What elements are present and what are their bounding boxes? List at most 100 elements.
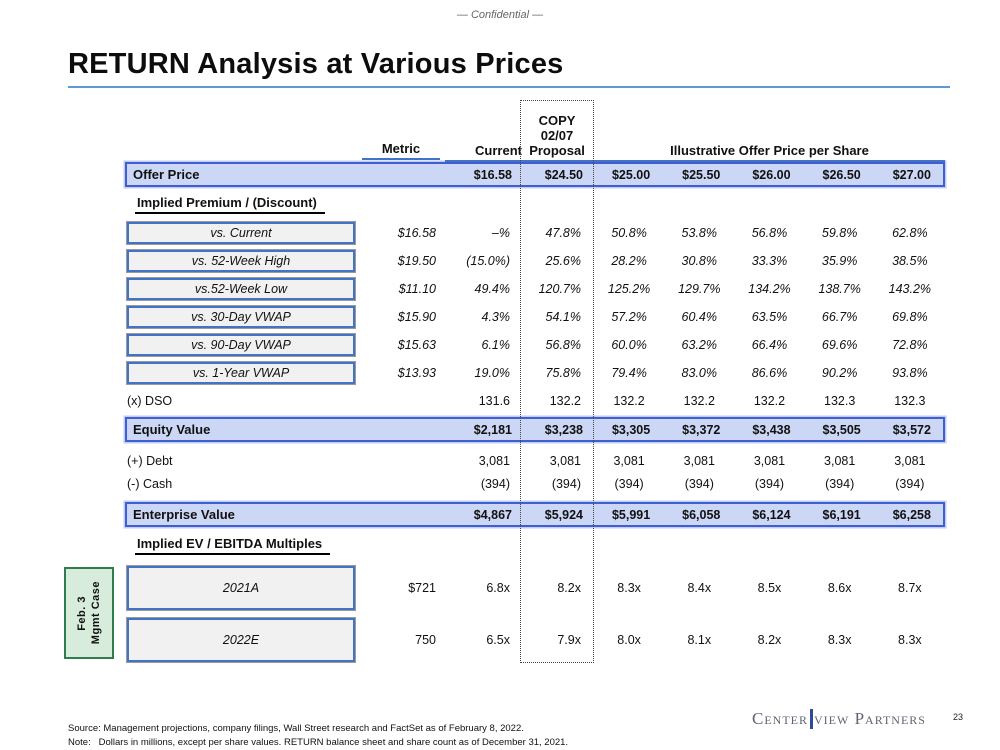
row-label-box: vs.52-Week Low [127,278,355,300]
cell-value: 8.2x [557,581,581,595]
metric-column-header: Metric [362,141,440,160]
cell-value: 66.4% [751,338,788,352]
premium-row-vs-current: vs. Current $16.58 –% 47.8% 50.8% 53.8% 56.8%… [125,221,945,245]
cell-value: (394) [551,476,581,491]
cell-value: $15.63 [397,338,436,352]
cell-value: 90.2% [821,366,858,380]
cell-value: $25.50 [682,167,721,182]
cell-value: (394) [895,476,925,491]
illustrative-prices-header: Illustrative Offer Price per Share [670,143,869,158]
cell-value: 132.2 [549,394,581,408]
row-label-box: vs. 1-Year VWAP [127,362,355,384]
cell-value: $27.00 [892,167,931,182]
row-label-box: vs. 52-Week High [127,250,355,272]
row-label: (+) Debt [127,453,173,468]
cell-value: (394) [480,476,510,491]
cell-value: 62.8% [892,226,928,240]
header-underline [445,160,945,162]
cell-value: 30.8% [681,254,717,268]
logo-bar [810,709,813,729]
cell-value: 50.8% [611,226,647,240]
cell-value: 132.3 [824,394,856,408]
cell-value: 63.5% [751,310,788,324]
cell-value: $6,258 [892,507,931,522]
cell-value: 63.2% [681,338,717,352]
cell-value: 138.7% [818,282,861,296]
enterprise-value-row: Enterprise Value $4,867 $5,924 $5,991 $6,05… [125,502,945,527]
page-number: 23 [953,712,964,722]
row-label: (x) DSO [127,394,173,408]
cell-value: $2,181 [473,422,512,437]
cell-value: 3,081 [824,453,856,468]
row-label: (-) Cash [127,476,173,491]
cell-value: 86.6% [751,366,788,380]
cell-value: 93.8% [892,366,928,380]
centerview-partners-logo: Center view Partners [752,709,926,729]
cell-value: 143.2% [888,282,932,296]
cell-value: $24.50 [544,167,583,182]
row-label: Equity Value [133,422,211,437]
cell-value: 25.6% [545,254,581,268]
cell-value: 79.4% [611,366,647,380]
cell-value: 3,081 [683,453,715,468]
premium-row-52wk-low: vs.52-Week Low $11.10 49.4% 120.7% 125.2% 12… [125,277,945,301]
cell-value: (394) [754,476,785,491]
cell-value: 72.8% [892,338,928,352]
debt-row: (+) Debt 3,081 3,081 3,081 3,081 3,081 3,081 3… [125,450,945,471]
cell-value: 75.8% [545,366,581,380]
multiples-section: Feb. 3 Mgmt Case 2021A $721 6.8x 8.2x 8.3x 8… [64,565,945,663]
cell-value: 134.2% [748,282,791,296]
cell-value: $19.50 [397,254,436,268]
cell-value: 750 [415,633,436,647]
cell-value: 6.8x [486,581,510,595]
cell-value: 132.3 [894,394,926,408]
cell-value: $25.00 [611,167,651,182]
proposal-header-line-2: 02/07 [540,128,574,143]
footnote: Note: Dollars in millions, except per sh… [68,737,569,748]
cell-value: $3,438 [752,422,791,437]
cell-value: 49.4% [474,282,510,296]
premium-section-title: Implied Premium / (Discount) [135,195,325,214]
cell-value: 69.6% [821,338,858,352]
cell-value: $26.00 [752,167,791,182]
cell-value: 3,081 [613,453,645,468]
row-label-box: 2022E [127,618,355,662]
cell-value: $13.93 [397,366,436,380]
cell-value: $11.10 [398,282,436,296]
premium-row-52wk-high: vs. 52-Week High $19.50 (15.0%) 25.6% 28.2%… [125,249,945,273]
current-column-header: Current [475,143,522,158]
analysis-table: Metric Current COPY 02/07 Proposal Illus… [64,100,945,663]
cell-value: 8.3x [617,581,641,595]
cell-value: 56.8% [545,338,581,352]
cell-value: 8.7x [898,581,922,595]
proposal-column-header: COPY 02/07 Proposal [520,113,594,158]
cell-value: $26.50 [822,167,861,182]
equity-value-row: Equity Value $2,181 $3,238 $3,305 $3,372 $3,… [125,417,945,442]
cell-value: 3,081 [478,453,510,468]
cell-value: 132.2 [753,394,786,408]
cell-value: 59.8% [821,226,858,240]
cell-value: (394) [614,476,644,491]
dso-row: (x) DSO 131.6 132.2 132.2 132.2 132.2 132.3 13… [125,390,945,412]
cell-value: $4,867 [473,507,512,522]
cell-value: $6,058 [682,507,721,522]
cell-value: 66.7% [821,310,858,324]
row-label-box: vs. 30-Day VWAP [127,306,355,328]
cell-value: 132.2 [683,394,715,408]
cell-value: 57.2% [611,310,647,324]
cell-value: 8.6x [827,581,852,595]
title-block: RETURN Analysis at Various Prices [68,48,950,88]
cell-value: 28.2% [611,254,647,268]
source-note: Source: Management projections, company … [68,723,524,734]
premium-row-30day-vwap: vs. 30-Day VWAP $15.90 4.3% 54.1% 57.2% 60.4… [125,305,945,329]
cell-value: –% [491,226,510,240]
cell-value: $16.58 [473,167,512,182]
cell-value: $3,372 [682,422,721,437]
cell-value: (394) [684,476,714,491]
cell-value: $721 [408,581,436,595]
cell-value: (394) [825,476,855,491]
row-label: Enterprise Value [133,507,235,522]
cell-value: 60.0% [611,338,647,352]
cell-value: $3,305 [611,422,651,437]
cell-value: 3,081 [753,453,786,468]
